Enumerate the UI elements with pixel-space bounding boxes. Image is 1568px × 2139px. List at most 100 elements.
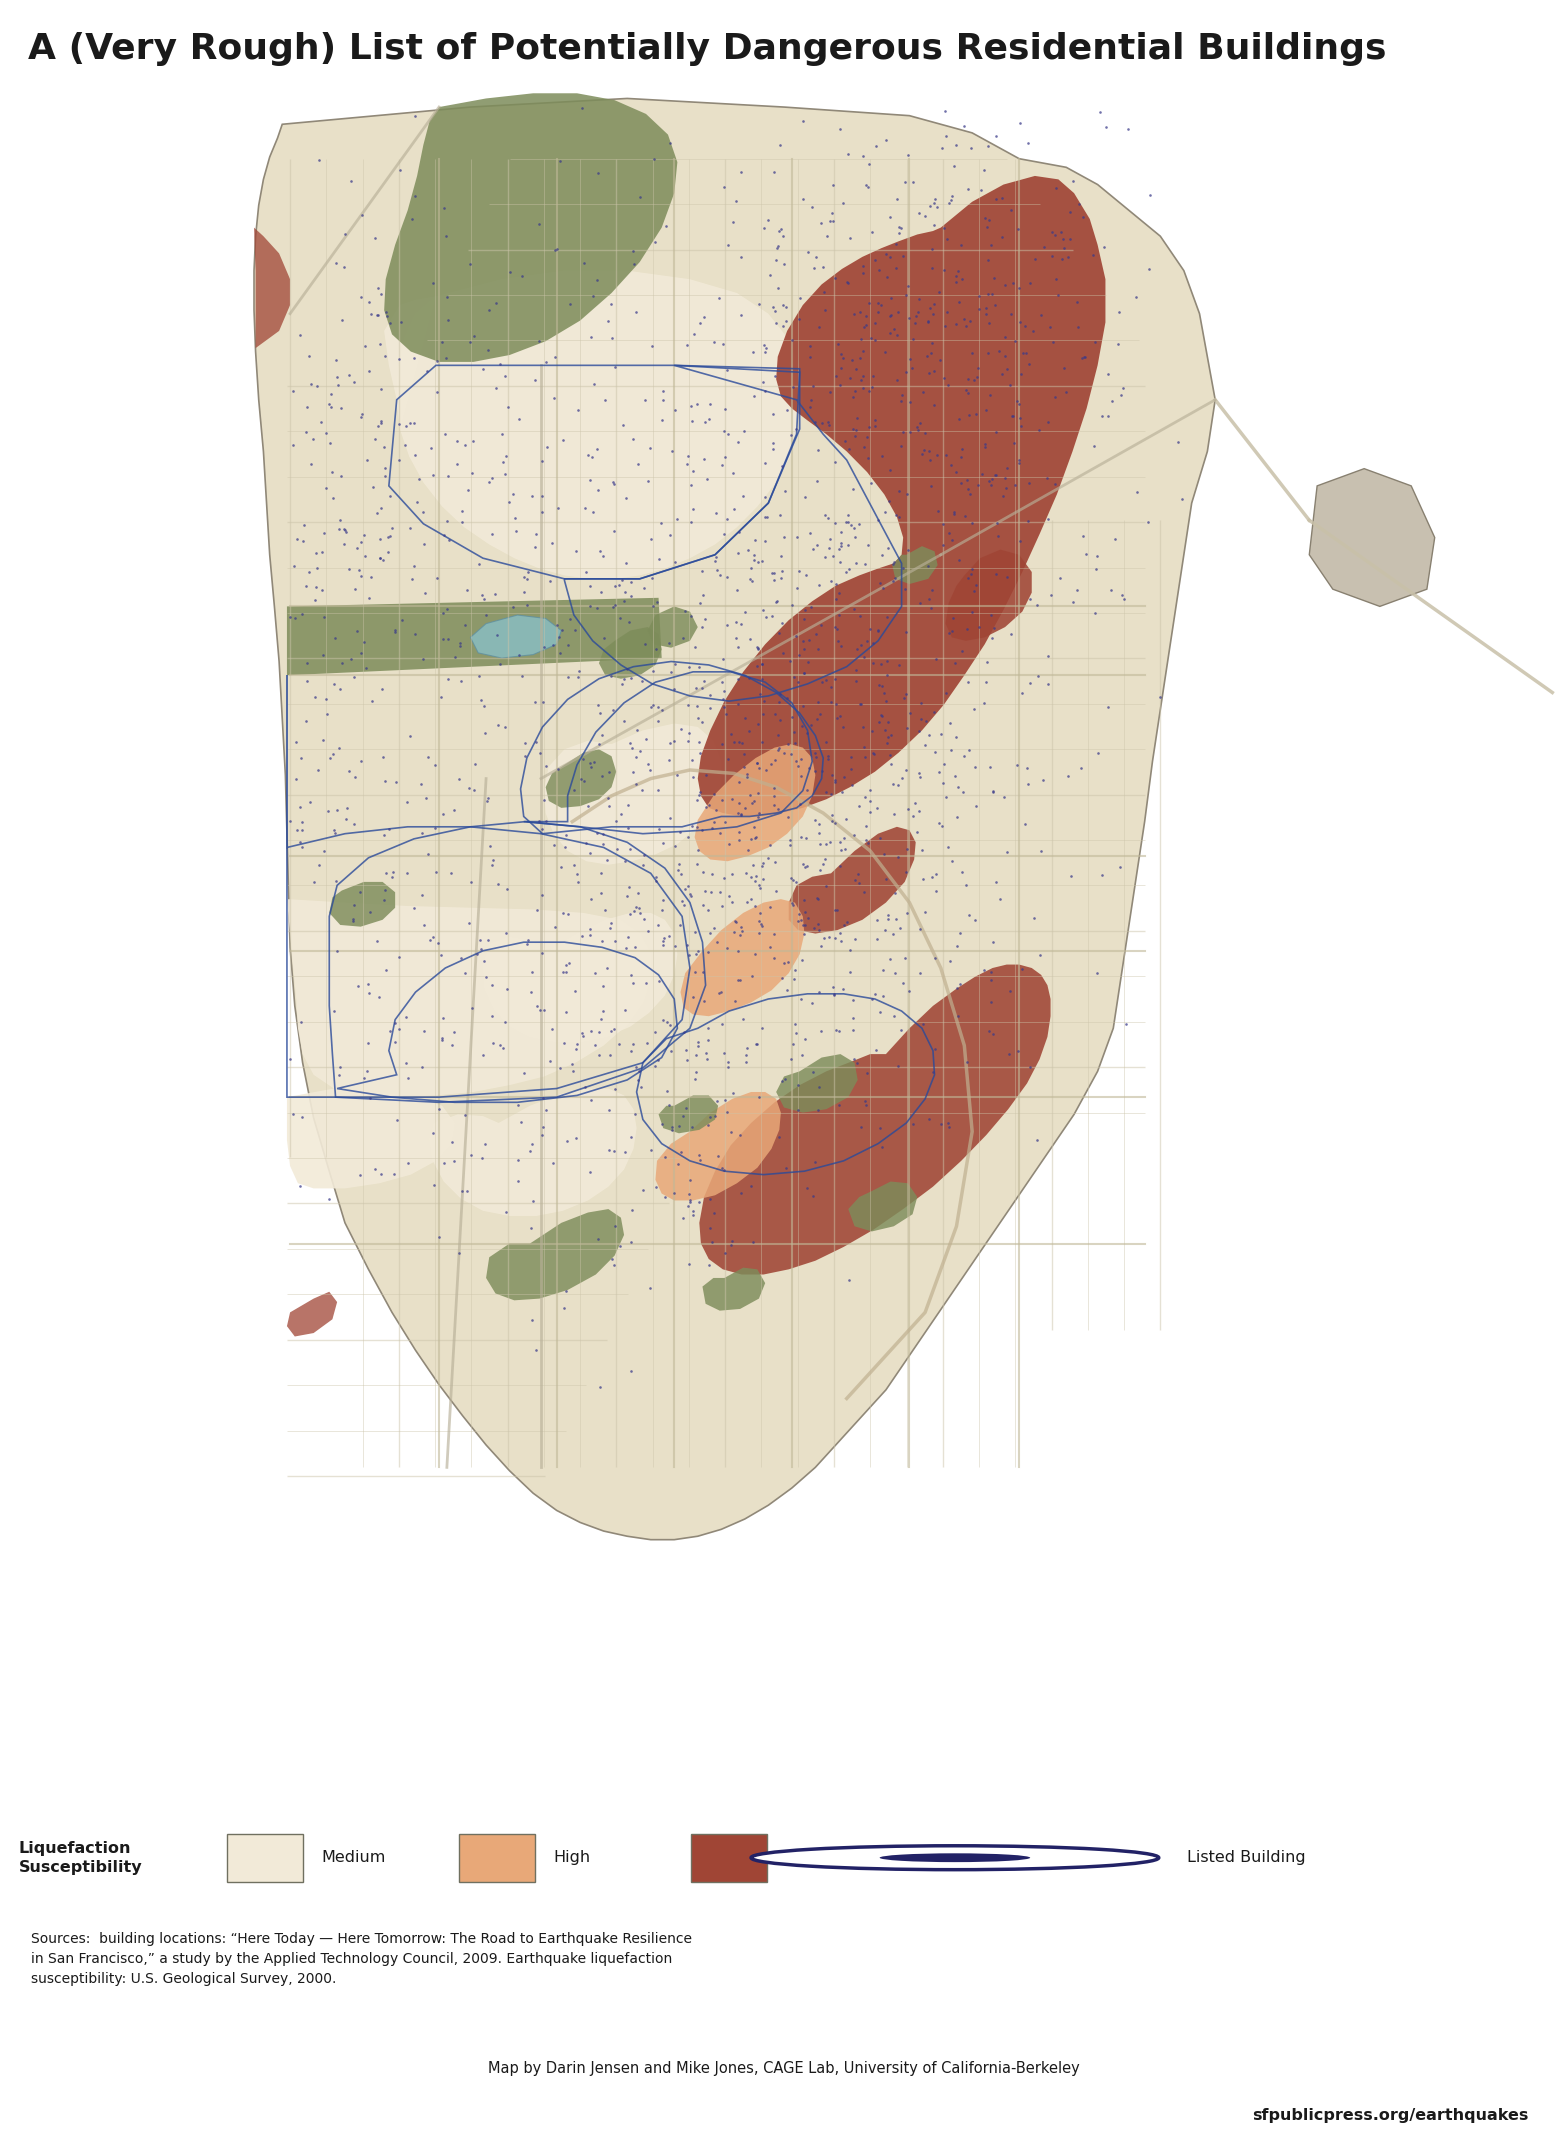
- Point: [652, 1140, 677, 1174]
- Point: [539, 1012, 564, 1046]
- Point: [373, 295, 398, 329]
- Point: [922, 736, 947, 770]
- Point: [649, 892, 674, 926]
- Point: [792, 657, 817, 691]
- Point: [986, 334, 1011, 368]
- Point: [842, 511, 867, 545]
- FancyBboxPatch shape: [459, 1833, 535, 1882]
- Point: [740, 1226, 765, 1260]
- Point: [768, 212, 793, 246]
- Point: [804, 464, 829, 498]
- Point: [790, 708, 815, 742]
- Point: [309, 573, 334, 607]
- Point: [687, 774, 712, 809]
- Point: [753, 601, 778, 635]
- Point: [358, 894, 383, 928]
- Point: [668, 907, 693, 941]
- Point: [853, 167, 878, 201]
- Point: [477, 334, 502, 368]
- Point: [1082, 597, 1107, 631]
- Point: [732, 702, 757, 736]
- Point: [659, 1035, 684, 1070]
- Point: [836, 1262, 861, 1296]
- Point: [712, 391, 737, 426]
- Point: [550, 954, 575, 988]
- Point: [1013, 806, 1038, 841]
- Point: [649, 402, 674, 436]
- Point: [820, 203, 845, 237]
- Point: [831, 821, 856, 856]
- Polygon shape: [681, 898, 804, 1016]
- Point: [649, 1106, 674, 1140]
- Point: [775, 945, 800, 980]
- Point: [544, 607, 569, 642]
- Point: [702, 496, 728, 530]
- Point: [878, 738, 903, 772]
- Point: [715, 417, 740, 451]
- Point: [430, 325, 455, 359]
- Point: [935, 295, 960, 329]
- Point: [321, 995, 347, 1029]
- Point: [850, 710, 875, 744]
- Point: [644, 864, 670, 898]
- Point: [699, 811, 724, 845]
- Point: [550, 896, 575, 930]
- Point: [337, 357, 362, 391]
- Point: [381, 856, 406, 890]
- Point: [978, 468, 1004, 503]
- Point: [836, 498, 861, 533]
- Point: [677, 599, 702, 633]
- Point: [478, 969, 503, 1003]
- Point: [602, 1247, 627, 1281]
- Point: [345, 969, 370, 1003]
- Point: [373, 856, 398, 890]
- Point: [856, 528, 881, 563]
- Point: [905, 815, 930, 849]
- Point: [760, 432, 786, 466]
- Point: [704, 794, 729, 828]
- Point: [745, 776, 770, 811]
- Point: [847, 295, 872, 329]
- Point: [590, 995, 615, 1029]
- Point: [756, 841, 781, 875]
- Point: [900, 1106, 925, 1140]
- Point: [866, 503, 891, 537]
- Point: [844, 652, 869, 687]
- Point: [930, 766, 955, 800]
- Point: [376, 811, 401, 845]
- Point: [963, 751, 988, 785]
- Point: [790, 625, 815, 659]
- Point: [983, 458, 1008, 492]
- Point: [621, 894, 646, 928]
- Point: [828, 526, 853, 560]
- Point: [726, 661, 751, 695]
- Point: [938, 943, 963, 978]
- Point: [532, 992, 557, 1027]
- Point: [325, 933, 350, 967]
- Point: [602, 569, 627, 603]
- Point: [956, 398, 982, 432]
- Point: [500, 590, 525, 625]
- Point: [362, 220, 387, 255]
- Point: [869, 539, 894, 573]
- Point: [543, 233, 568, 267]
- Point: [844, 374, 869, 409]
- Point: [314, 682, 339, 717]
- Point: [575, 789, 601, 824]
- Point: [767, 128, 792, 163]
- Point: [717, 879, 742, 913]
- Point: [745, 747, 770, 781]
- Point: [1055, 240, 1080, 274]
- Point: [486, 866, 511, 901]
- Point: [356, 284, 381, 319]
- Point: [420, 458, 445, 492]
- Polygon shape: [329, 881, 395, 926]
- Point: [878, 199, 903, 233]
- Point: [414, 355, 439, 389]
- Polygon shape: [655, 1093, 781, 1200]
- Point: [687, 1142, 712, 1176]
- Point: [409, 815, 434, 849]
- Point: [633, 967, 659, 1001]
- Point: [591, 620, 616, 655]
- Point: [403, 180, 428, 214]
